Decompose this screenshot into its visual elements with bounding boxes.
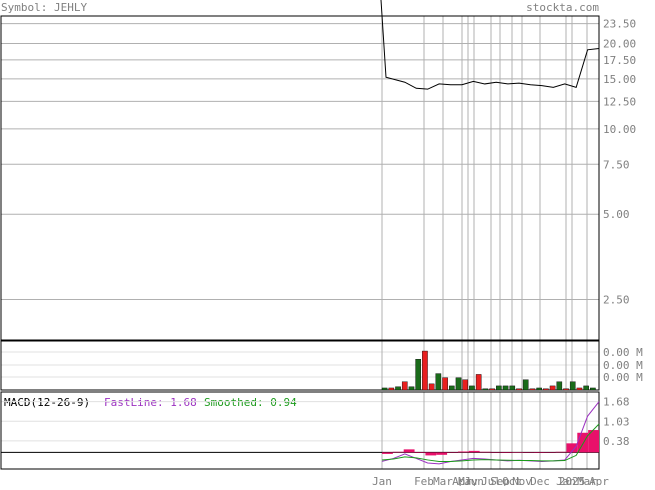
macd-smoothed-line <box>381 423 600 462</box>
volume-tick-label: 0.00 M <box>603 371 643 384</box>
volume-bar <box>563 388 569 391</box>
macd-histogram-bar <box>382 452 393 454</box>
macd-histogram-bar <box>588 430 599 453</box>
volume-bar <box>388 387 395 391</box>
volume-bar <box>516 388 522 391</box>
volume-bar <box>395 386 401 391</box>
x-tick-label: Sep <box>490 475 510 486</box>
volume-bar <box>509 385 516 391</box>
volume-bar <box>482 388 489 391</box>
volume-bar <box>543 388 549 391</box>
x-tick-label: Jan <box>372 475 392 486</box>
macd-tick-label: 0.38 <box>603 435 630 448</box>
x-tick-label: Apr <box>452 475 472 486</box>
x-tick-label: Jan <box>556 475 576 486</box>
volume-bar <box>549 385 556 391</box>
macd-histogram-bar <box>403 449 415 453</box>
x-tick-label: Mar <box>577 475 597 486</box>
price-tick-label: 2.50 <box>603 294 630 307</box>
volume-bar <box>496 385 502 391</box>
volume-bar <box>475 374 482 391</box>
price-tick-label: 20.00 <box>603 37 636 50</box>
macd-histogram-bar <box>577 432 589 453</box>
symbol-label: Symbol: JEHLY <box>1 1 87 14</box>
macd-histogram-bar <box>436 452 448 455</box>
macd-histogram-bar <box>512 452 524 453</box>
volume-tick-label: 0.00 M <box>603 359 643 372</box>
price-tick-label: 23.50 <box>603 18 636 31</box>
macd-histogram-bar <box>501 452 513 453</box>
macd-histogram-bar <box>490 452 502 453</box>
macd-panel: MACD(12-26-9) FastLine: 1.68 Smoothed: 0… <box>0 391 630 470</box>
volume-bar <box>583 385 589 391</box>
price-line <box>380 0 600 90</box>
volume-bar <box>569 381 576 391</box>
macd-histogram-bar <box>392 451 404 453</box>
macd-histogram-bar <box>468 450 480 453</box>
price-tick-label: 7.50 <box>603 158 630 171</box>
volume-tick-label: 0.00 M <box>603 346 643 359</box>
macd-frame <box>0 391 600 470</box>
fastline-label: FastLine: 1.68 <box>104 396 197 409</box>
macd-histogram-bar <box>425 452 437 456</box>
macd-histogram-bar <box>533 452 545 453</box>
volume-bar <box>408 386 415 391</box>
volume-bar <box>576 387 583 391</box>
volume-bar <box>381 387 388 391</box>
macd-tick-label: 1.68 <box>603 396 630 409</box>
price-panel: 23.50 20.00 17.50 15.00 12.50 10.00 7.50 5.00 2.… <box>0 0 636 341</box>
volume-panel: 0.00 M0.00 M0.00 M <box>0 340 643 391</box>
macd-histogram-bar <box>566 443 578 453</box>
volume-bar <box>428 383 435 391</box>
macd-histogram-bar <box>555 451 567 453</box>
price-tick-label: 5.00 <box>603 208 630 221</box>
volume-frame <box>0 340 600 391</box>
macd-histogram-bar <box>544 452 556 453</box>
x-tick-label: May <box>458 475 478 486</box>
x-tick-label: Nov <box>512 475 532 486</box>
volume-bar <box>522 379 529 391</box>
x-tick-label: Jun <box>464 475 484 486</box>
macd-histogram-bar <box>479 451 491 453</box>
volume-bar <box>502 385 509 391</box>
price-tick-label: 17.50 <box>603 54 636 67</box>
x-tick-label: Oct <box>502 475 522 486</box>
macd-histogram-bar <box>523 452 534 453</box>
x-tick-label: Dec <box>530 475 550 486</box>
price-tick-label: 15.00 <box>603 73 636 86</box>
volume-bar <box>469 385 475 391</box>
volume-bar <box>462 379 469 391</box>
x-tick-label: Jul <box>481 475 501 486</box>
x-tick-label: Feb <box>414 475 434 486</box>
x-tick-label: Mar <box>433 475 453 486</box>
price-frame <box>0 15 600 341</box>
volume-bar <box>529 388 536 391</box>
volume-bar <box>590 387 596 391</box>
volume-bar <box>489 388 495 391</box>
smoothed-label: Smoothed: 0.94 <box>204 396 297 409</box>
volume-bar <box>401 381 408 391</box>
macd-histogram-bar <box>414 452 426 453</box>
macd-histogram-bar <box>457 451 469 453</box>
x-tick-label: Apr <box>589 475 609 486</box>
x-tick-label: 2025 <box>559 475 586 486</box>
macd-tick-label: 1.03 <box>603 415 630 428</box>
volume-bar <box>455 377 462 391</box>
macd-histogram-bar <box>447 452 458 453</box>
volume-bar <box>448 385 455 391</box>
volume-bar <box>556 381 563 391</box>
volume-bar <box>536 387 542 391</box>
volume-bar <box>422 350 428 391</box>
site-label: stockta.com <box>526 1 599 14</box>
macd-title: MACD(12-26-9) <box>4 396 90 409</box>
price-tick-label: 12.50 <box>603 95 636 108</box>
volume-bar <box>435 373 442 391</box>
volume-bar <box>442 377 448 391</box>
price-tick-label: 10.00 <box>603 123 636 136</box>
volume-bar <box>415 359 422 391</box>
